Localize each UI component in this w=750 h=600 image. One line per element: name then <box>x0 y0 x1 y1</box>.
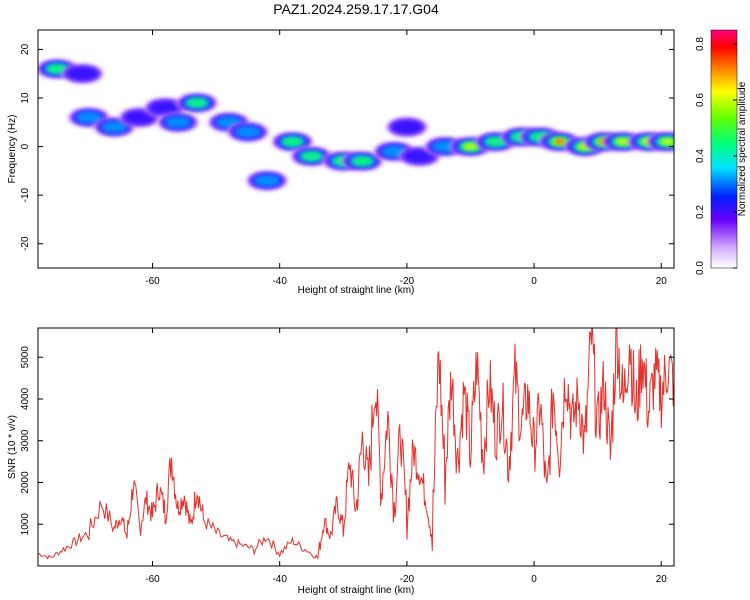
colorbar-tick-label: 0.0 <box>695 261 706 275</box>
x-tick-label: -20 <box>400 574 415 585</box>
x-tick-label: 20 <box>656 276 668 287</box>
y-tick-label: 2000 <box>20 471 31 494</box>
spectrogram-x-ticks: -60 -40 -20 0 20 <box>145 30 667 287</box>
spectrogram-x-label: Height of straight line (km) <box>298 285 415 296</box>
colorbar-tick-label: 0.8 <box>695 37 706 51</box>
spectrogram-blob <box>281 136 303 147</box>
spectrogram-y-ticks: -20 -10 0 10 20 <box>20 43 674 251</box>
x-tick-label: 0 <box>531 574 537 585</box>
figure-title: PAZ1.2024.259.17.17.G04 <box>273 1 439 17</box>
snr-x-label: Height of straight line (km) <box>298 585 415 596</box>
snr-series-line <box>38 328 674 561</box>
colorbar-gradient <box>710 29 738 269</box>
colorbar-label: Normalized spectral amplitude <box>737 81 748 216</box>
colorbar-tick-label: 0.4 <box>695 149 706 163</box>
spectrogram-blob <box>554 139 565 144</box>
spectrogram-blob <box>148 100 182 116</box>
snr-frame <box>37 327 675 567</box>
spectrogram-blob <box>390 119 424 135</box>
snr-x-ticks: -60 -40 -20 0 20 <box>145 328 667 585</box>
colorbar: 0.0 0.2 0.4 0.6 0.8 Normalized spectral ampl… <box>695 29 748 275</box>
y-tick-label: 20 <box>20 43 31 55</box>
snr-y-ticks: 1000 2000 3000 4000 5000 <box>20 346 674 536</box>
x-tick-label: -60 <box>145 574 160 585</box>
y-tick-label: 4000 <box>20 387 31 410</box>
spectrogram-blob <box>659 138 674 146</box>
snr-y-label: SNR (10 * v/v) <box>7 415 18 479</box>
x-tick-label: -40 <box>272 276 287 287</box>
spectrogram-blob <box>351 156 373 166</box>
spectrogram-blob <box>164 116 192 129</box>
spectrogram-blobs <box>38 58 674 191</box>
x-tick-label: -20 <box>400 276 415 287</box>
x-tick-label: -60 <box>145 276 160 287</box>
x-tick-label: 0 <box>531 276 537 287</box>
spectrogram-blob <box>100 121 128 134</box>
spectrogram-blob <box>462 143 479 151</box>
spectrogram-blob <box>186 98 208 108</box>
spectrogram-y-label: Frequency (Hz) <box>7 115 18 184</box>
y-tick-label: 10 <box>20 92 31 104</box>
y-tick-label: 5000 <box>20 346 31 369</box>
colorbar-ticks: 0.0 0.2 0.4 0.6 0.8 <box>695 37 737 275</box>
x-tick-label: -40 <box>272 574 287 585</box>
spectrogram-blob <box>234 125 262 139</box>
spectrogram-blob <box>75 111 103 124</box>
y-tick-label: -20 <box>20 236 31 251</box>
spectrogram-blob <box>253 174 281 187</box>
y-tick-label: 1000 <box>20 513 31 536</box>
colorbar-tick-label: 0.6 <box>695 93 706 107</box>
spectrogram-blob <box>300 151 323 162</box>
colorbar-tick-label: 0.2 <box>695 205 706 219</box>
spectrogram-panel: -60 -40 -20 0 20 -20 -10 0 10 20 Height of strai… <box>7 29 675 296</box>
y-tick-label: 3000 <box>20 429 31 452</box>
snr-panel: -60 -40 -20 0 20 1000 2000 3000 4000 5000 Height… <box>7 327 675 596</box>
x-tick-label: 20 <box>656 574 668 585</box>
spectrogram-frame <box>37 29 675 269</box>
snr-plot-area <box>38 328 674 566</box>
y-tick-label: -10 <box>20 187 31 202</box>
y-tick-label: 0 <box>20 143 31 149</box>
spectrogram-blob <box>66 66 99 82</box>
